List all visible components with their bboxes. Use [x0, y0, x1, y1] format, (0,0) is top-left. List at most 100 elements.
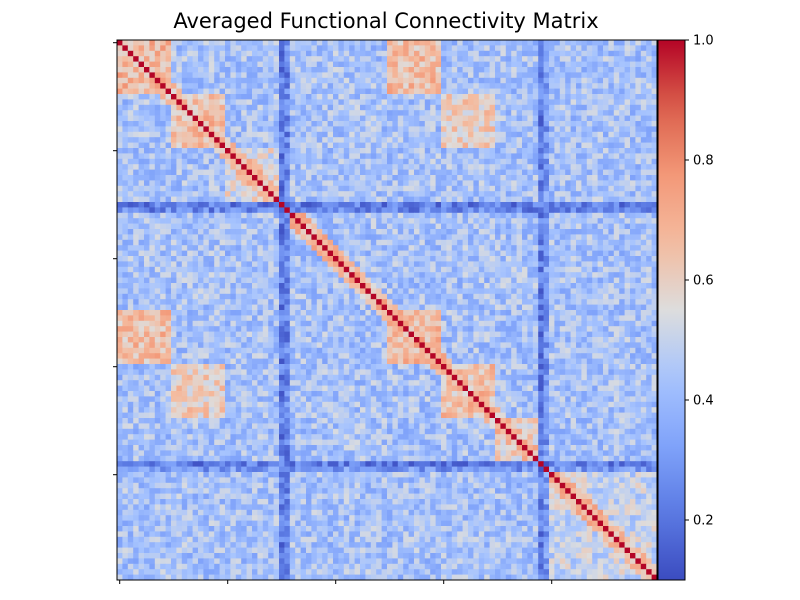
heatmap-cell: [500, 164, 507, 170]
heatmap-cell: [289, 83, 296, 89]
heatmap-cell: [354, 158, 361, 165]
heatmap-cell: [338, 266, 345, 273]
heatmap-cell: [365, 212, 372, 219]
heatmap-cell: [424, 131, 431, 138]
heatmap-cell: [160, 191, 166, 197]
heatmap-cell: [246, 45, 253, 52]
heatmap-cell: [392, 99, 399, 106]
heatmap-cell: [435, 234, 442, 241]
heatmap-cell: [219, 142, 226, 149]
heatmap-cell: [419, 40, 426, 46]
heatmap-cell: [370, 239, 377, 246]
heatmap-cell: [430, 94, 436, 100]
heatmap-cell: [473, 169, 480, 176]
heatmap-cell: [527, 72, 534, 79]
heatmap-cell: [586, 67, 593, 73]
heatmap-cell: [565, 56, 571, 62]
heatmap-cell: [489, 250, 496, 257]
heatmap-cell: [262, 293, 269, 300]
heatmap-cell: [441, 245, 447, 251]
heatmap-cell: [559, 169, 566, 176]
heatmap-cell: [381, 137, 388, 143]
heatmap-cell: [511, 185, 517, 192]
heatmap-cell: [651, 148, 658, 154]
heatmap-cell: [484, 293, 490, 300]
heatmap-cell: [370, 169, 377, 176]
heatmap-cell: [619, 283, 625, 289]
heatmap-cell: [279, 104, 285, 111]
heatmap-cell: [630, 169, 636, 176]
heatmap-cell: [640, 131, 647, 138]
heatmap-cell: [565, 175, 571, 181]
heatmap-cell: [565, 218, 571, 224]
heatmap-cell: [203, 196, 210, 203]
heatmap-cell: [338, 299, 345, 305]
heatmap-cell: [489, 164, 496, 170]
heatmap-cell: [646, 234, 652, 241]
heatmap-cell: [117, 77, 123, 84]
heatmap-cell: [576, 126, 582, 133]
heatmap-cell: [554, 261, 561, 268]
heatmap-cell: [408, 304, 415, 311]
heatmap-cell: [252, 56, 258, 62]
heatmap-cell: [133, 137, 139, 143]
heatmap-cell: [252, 169, 258, 176]
heatmap-cell: [554, 153, 561, 160]
heatmap-cell: [165, 50, 172, 57]
heatmap-cell: [451, 77, 458, 84]
heatmap-cell: [343, 153, 350, 160]
heatmap-cell: [500, 131, 507, 138]
heatmap-cell: [176, 121, 183, 127]
heatmap-cell: [171, 72, 177, 79]
heatmap-cell: [252, 272, 258, 278]
heatmap-cell: [592, 283, 598, 289]
heatmap-cell: [484, 88, 490, 95]
heatmap-cell: [522, 196, 528, 203]
heatmap-cell: [176, 256, 183, 262]
heatmap-cell: [468, 67, 474, 73]
heatmap-cell: [457, 250, 463, 257]
heatmap-cell: [392, 229, 399, 235]
heatmap-cell: [327, 185, 334, 192]
heatmap-cell: [144, 110, 150, 116]
heatmap-cell: [268, 61, 274, 68]
heatmap-cell: [246, 256, 253, 262]
heatmap-cell: [365, 245, 372, 251]
heatmap-cell: [619, 256, 625, 262]
heatmap-cell: [208, 153, 215, 160]
heatmap-cell: [603, 126, 609, 133]
heatmap-cell: [581, 131, 588, 138]
heatmap-cell: [192, 50, 199, 57]
heatmap-cell: [473, 67, 480, 73]
heatmap-cell: [408, 191, 415, 197]
heatmap-cell: [549, 304, 555, 311]
heatmap-cell: [446, 229, 453, 235]
heatmap-cell: [203, 56, 210, 62]
heatmap-cell: [387, 196, 393, 203]
heatmap-cell: [219, 158, 226, 165]
heatmap-cell: [149, 56, 156, 62]
heatmap-cell: [322, 50, 328, 57]
heatmap-cell: [646, 83, 652, 89]
heatmap-cell: [522, 148, 528, 154]
heatmap-cell: [133, 272, 139, 278]
heatmap-cell: [414, 88, 420, 95]
heatmap-cell: [144, 245, 150, 251]
heatmap-cell: [500, 293, 507, 300]
heatmap-cell: [430, 148, 436, 154]
heatmap-cell: [592, 304, 598, 311]
heatmap-cell: [484, 72, 490, 79]
heatmap-cell: [489, 256, 496, 262]
heatmap-cell: [651, 239, 658, 246]
heatmap-cell: [613, 185, 620, 192]
heatmap-cell: [365, 196, 372, 203]
heatmap-cell: [387, 207, 393, 214]
heatmap-cell: [559, 229, 566, 235]
heatmap-cell: [397, 110, 404, 116]
heatmap-cell: [268, 40, 274, 46]
heatmap-cell: [505, 169, 512, 176]
heatmap-cell: [171, 88, 177, 95]
heatmap-cell: [527, 223, 534, 230]
heatmap-cell: [230, 126, 237, 133]
heatmap-cell: [306, 110, 312, 116]
